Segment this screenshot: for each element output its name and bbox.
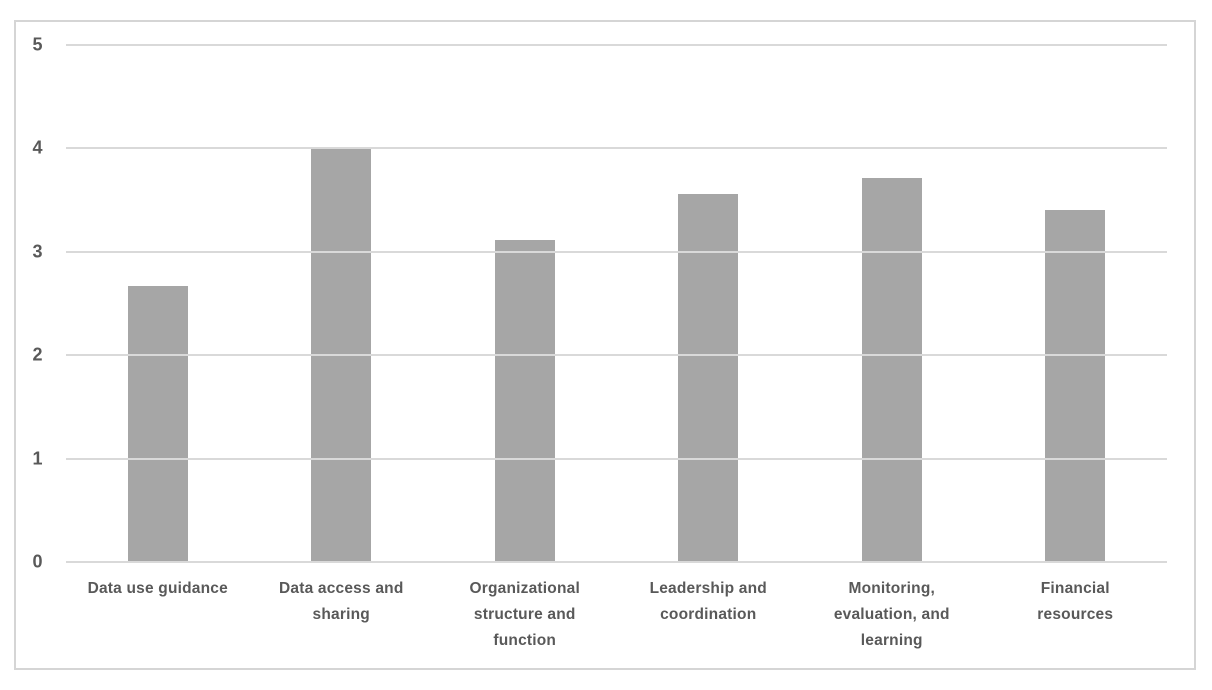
gridline — [66, 561, 1167, 563]
gridline — [66, 250, 1167, 253]
bar-series — [66, 45, 1167, 562]
x-category-label: Leadership and coordination — [649, 580, 767, 624]
x-category-label: Data access and sharing — [279, 580, 404, 624]
x-axis: Data use guidance Data access and sharing… — [66, 576, 1167, 654]
y-tick-label: 4 — [32, 137, 43, 158]
gridline — [66, 44, 1167, 46]
bar — [494, 240, 555, 562]
bar-slot — [433, 45, 617, 562]
y-tick-label: 1 — [32, 448, 43, 469]
bar — [127, 285, 188, 562]
plot-area — [66, 44, 1167, 563]
bar — [1045, 210, 1106, 562]
bar-slot — [66, 45, 250, 562]
bar-slot — [250, 45, 434, 562]
x-category-label: Data use guidance — [87, 580, 228, 597]
y-tick-label: 5 — [32, 34, 43, 55]
bar-slot — [800, 45, 984, 562]
bar-slot — [984, 45, 1168, 562]
x-category-label: Monitoring, evaluation, and learning — [833, 580, 950, 650]
y-tick-label: 3 — [32, 241, 43, 262]
y-tick-label: 0 — [32, 551, 43, 572]
y-tick-label: 2 — [32, 344, 43, 365]
x-category-label: Organizational structure and function — [469, 580, 580, 650]
bar-slot — [617, 45, 801, 562]
gridline — [66, 354, 1167, 357]
x-category-label: Financial resources — [1037, 580, 1114, 624]
bar — [678, 193, 739, 562]
gridline — [66, 457, 1167, 460]
gridline — [66, 147, 1167, 150]
y-axis: 0 1 2 3 4 5 — [0, 35, 46, 572]
bar — [861, 178, 922, 562]
